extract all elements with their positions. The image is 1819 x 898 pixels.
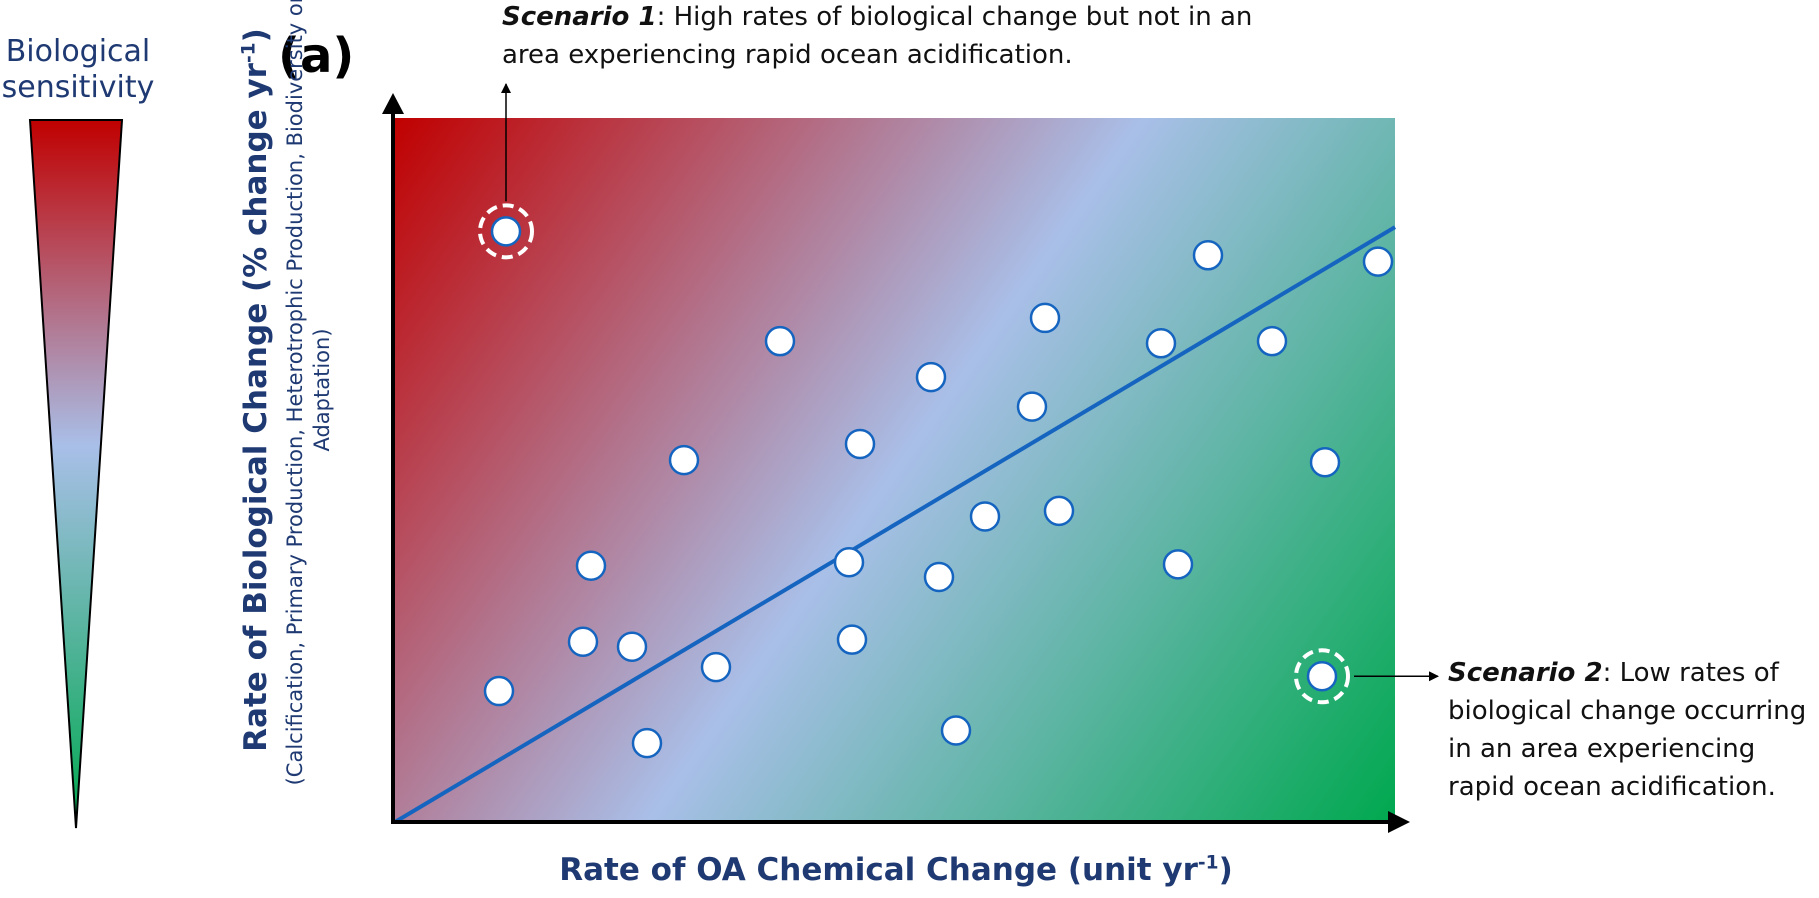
sensitivity-label-line2: sensitivity: [1, 70, 155, 105]
data-point: [844, 428, 876, 460]
y-axis-label-main: Rate of Biological Change (% change yr: [238, 63, 274, 752]
scenario2-annotation: Scenario 2: Low rates of biological chan…: [1448, 654, 1818, 806]
data-point: [940, 715, 972, 746]
data-point: [969, 501, 1001, 532]
data-point: [616, 631, 648, 662]
data-point: [764, 325, 796, 357]
x-axis-arrow: [1388, 811, 1410, 833]
data-point: [1043, 495, 1075, 527]
y-axis-label: Rate of Biological Change (% change yr-1…: [236, 0, 276, 800]
y-axis-label-sup: -1: [238, 42, 260, 64]
data-point-scenario1: [490, 216, 522, 247]
data-point: [923, 561, 955, 593]
sensitivity-triangle: [28, 119, 124, 829]
data-point: [1029, 302, 1061, 334]
scenario1-annotation: Scenario 1: High rates of biological cha…: [502, 0, 1262, 74]
data-point: [668, 444, 700, 476]
y-axis-arrow: [382, 93, 404, 114]
data-point: [700, 651, 732, 683]
highlight-ring-scenario1: [478, 203, 534, 260]
data-point: [1145, 328, 1177, 359]
data-point: [836, 624, 868, 655]
x-axis-label-main: Rate of OA Chemical Change (unit yr: [559, 852, 1198, 888]
sensitivity-wedge: [28, 119, 124, 829]
data-point: [1362, 246, 1394, 277]
scenario1-text: : High rates of biological change but no…: [502, 2, 1253, 70]
panel-label: (a): [278, 28, 355, 84]
y-axis-label-end: ): [238, 28, 274, 43]
scenario1-title: Scenario 1: [502, 2, 657, 32]
data-point: [575, 550, 607, 581]
x-axis-label: Rate of OA Chemical Change (unit yr-1): [390, 852, 1402, 888]
x-axis-label-end: ): [1218, 852, 1233, 888]
data-point: [1256, 325, 1288, 357]
sensitivity-label: Biological sensitivity: [0, 34, 156, 106]
sensitivity-label-line1: Biological: [5, 34, 151, 69]
data-point: [833, 546, 865, 578]
data-point: [1016, 391, 1048, 422]
highlight-ring-scenario2: [1294, 648, 1350, 705]
data-point: [1162, 549, 1194, 580]
data-point: [1309, 447, 1341, 478]
y-axis-label-group: Rate of Biological Change (% change yr-1…: [236, 0, 334, 800]
data-point: [1192, 240, 1224, 271]
data-point: [915, 361, 947, 393]
x-axis-label-sup: -1: [1197, 852, 1219, 874]
trend-line: [393, 225, 1397, 824]
data-point: [631, 727, 663, 759]
plot-background: [395, 118, 1395, 822]
y-axis-sublabel: (Calcification, Primary Production, Hete…: [283, 0, 334, 786]
data-point: [483, 675, 515, 707]
scenario2-title: Scenario 2: [1448, 658, 1603, 688]
data-point-scenario2: [1306, 661, 1338, 692]
data-point: [567, 626, 599, 658]
scenario2-text: : Low rates of biological change occurri…: [1448, 658, 1807, 802]
